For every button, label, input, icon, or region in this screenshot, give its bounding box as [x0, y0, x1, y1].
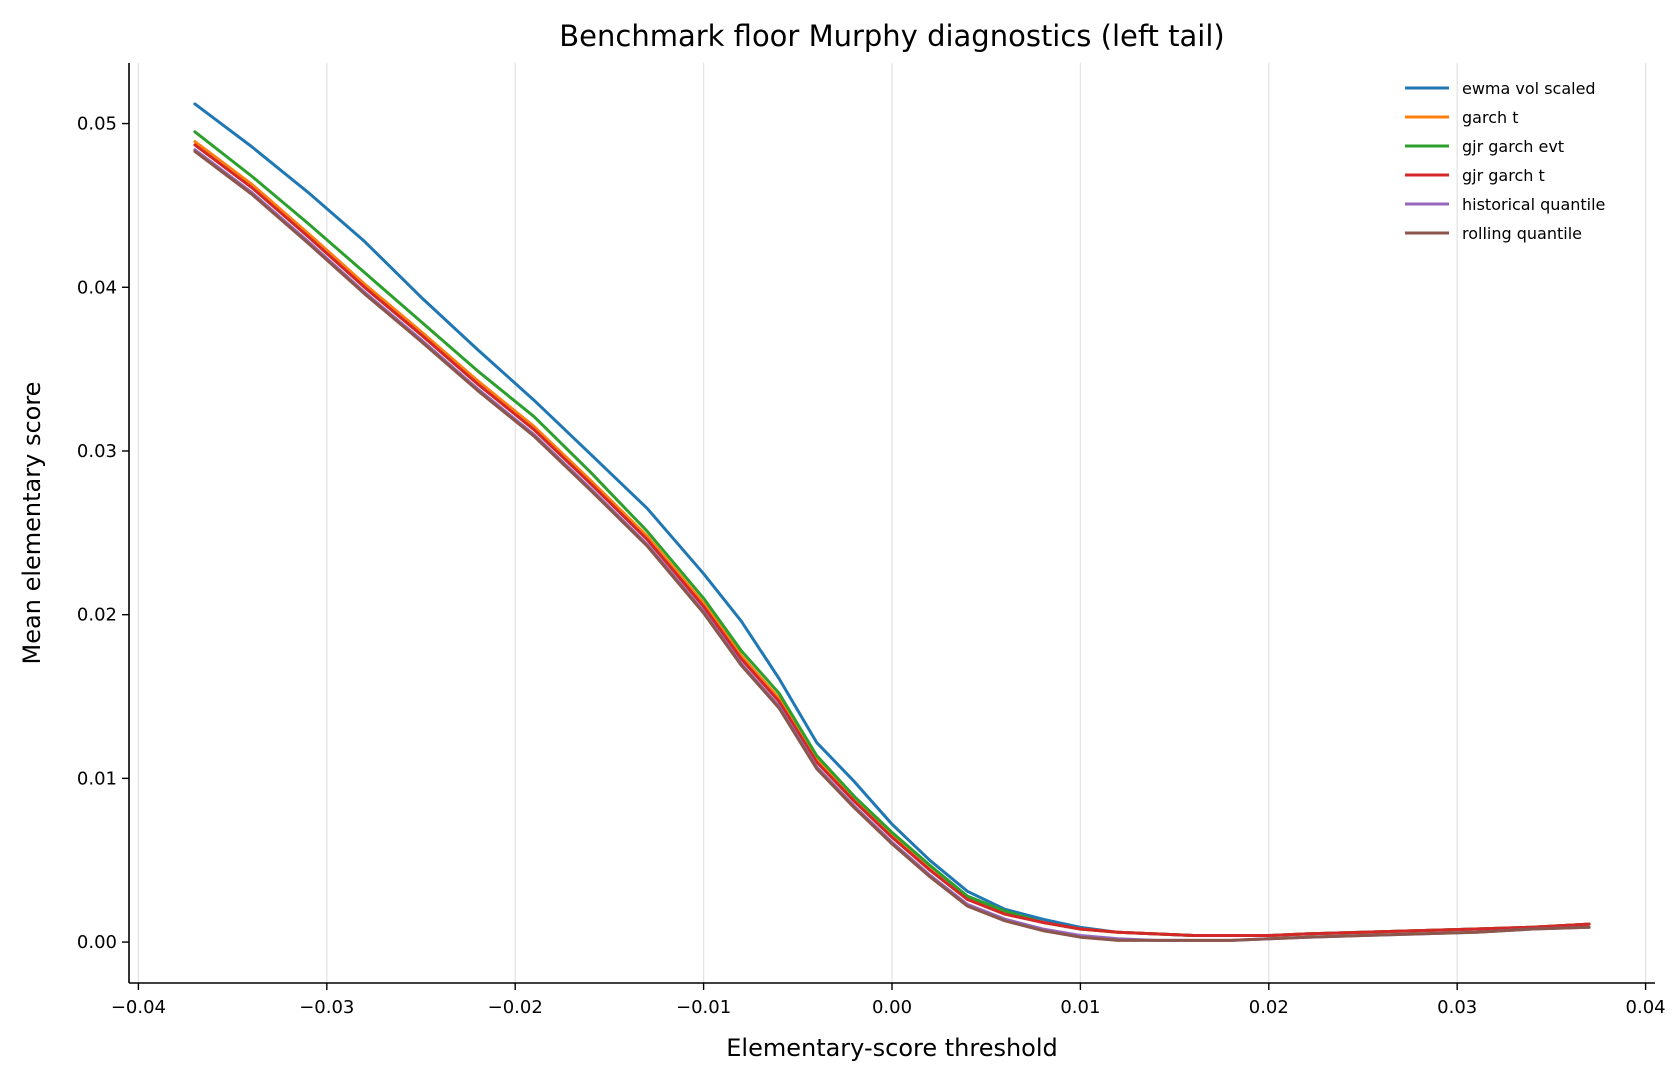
y-tick-label: 0.05	[77, 114, 117, 135]
x-tick-label: 0.00	[872, 997, 912, 1018]
x-tick-label: −0.01	[676, 997, 731, 1018]
y-tick-label: 0.00	[77, 932, 117, 953]
gridlines	[137, 63, 1647, 983]
legend-label-gjr-garch-evt: gjr garch evt	[1462, 137, 1564, 156]
y-tick-label: 0.03	[77, 441, 117, 462]
x-tick-label: 0.01	[1060, 997, 1100, 1018]
y-tick-label: 0.01	[77, 768, 117, 789]
y-axis-ticks: 0.00 0.01 0.02 0.03 0.04 0.05	[77, 114, 129, 953]
legend-label-gjr-garch-t: gjr garch t	[1462, 166, 1545, 185]
x-tick-label: 0.03	[1437, 997, 1477, 1018]
x-tick-label: −0.04	[111, 997, 166, 1018]
x-tick-label: −0.02	[488, 997, 543, 1018]
series-lines	[193, 102, 1591, 942]
y-tick-label: 0.02	[77, 605, 117, 626]
legend-label-ewma-vol-scaled: ewma vol scaled	[1462, 79, 1596, 98]
x-axis-label: Elementary-score threshold	[726, 1034, 1058, 1062]
x-tick-label: 0.02	[1249, 997, 1289, 1018]
x-tick-label: −0.03	[299, 997, 354, 1018]
series-line-rolling-quantile	[193, 149, 1591, 942]
legend-label-rolling-quantile: rolling quantile	[1462, 224, 1582, 243]
x-tick-label: 0.04	[1626, 997, 1666, 1018]
y-tick-label: 0.04	[77, 277, 117, 298]
x-axis-ticks: −0.04 −0.03 −0.02 −0.01 0.00 0.01 0.02 0.03 0.04	[111, 983, 1666, 1018]
legend-label-historical-quantile: historical quantile	[1462, 195, 1605, 214]
y-axis-label: Mean elementary score	[18, 382, 46, 665]
legend: ewma vol scaled garch t gjr garch evt gjr g…	[1405, 79, 1605, 243]
series-line-gjr-garch-t	[193, 143, 1591, 937]
legend-label-garch-t: garch t	[1462, 108, 1518, 127]
chart-title: Benchmark floor Murphy diagnostics (left…	[559, 19, 1224, 53]
